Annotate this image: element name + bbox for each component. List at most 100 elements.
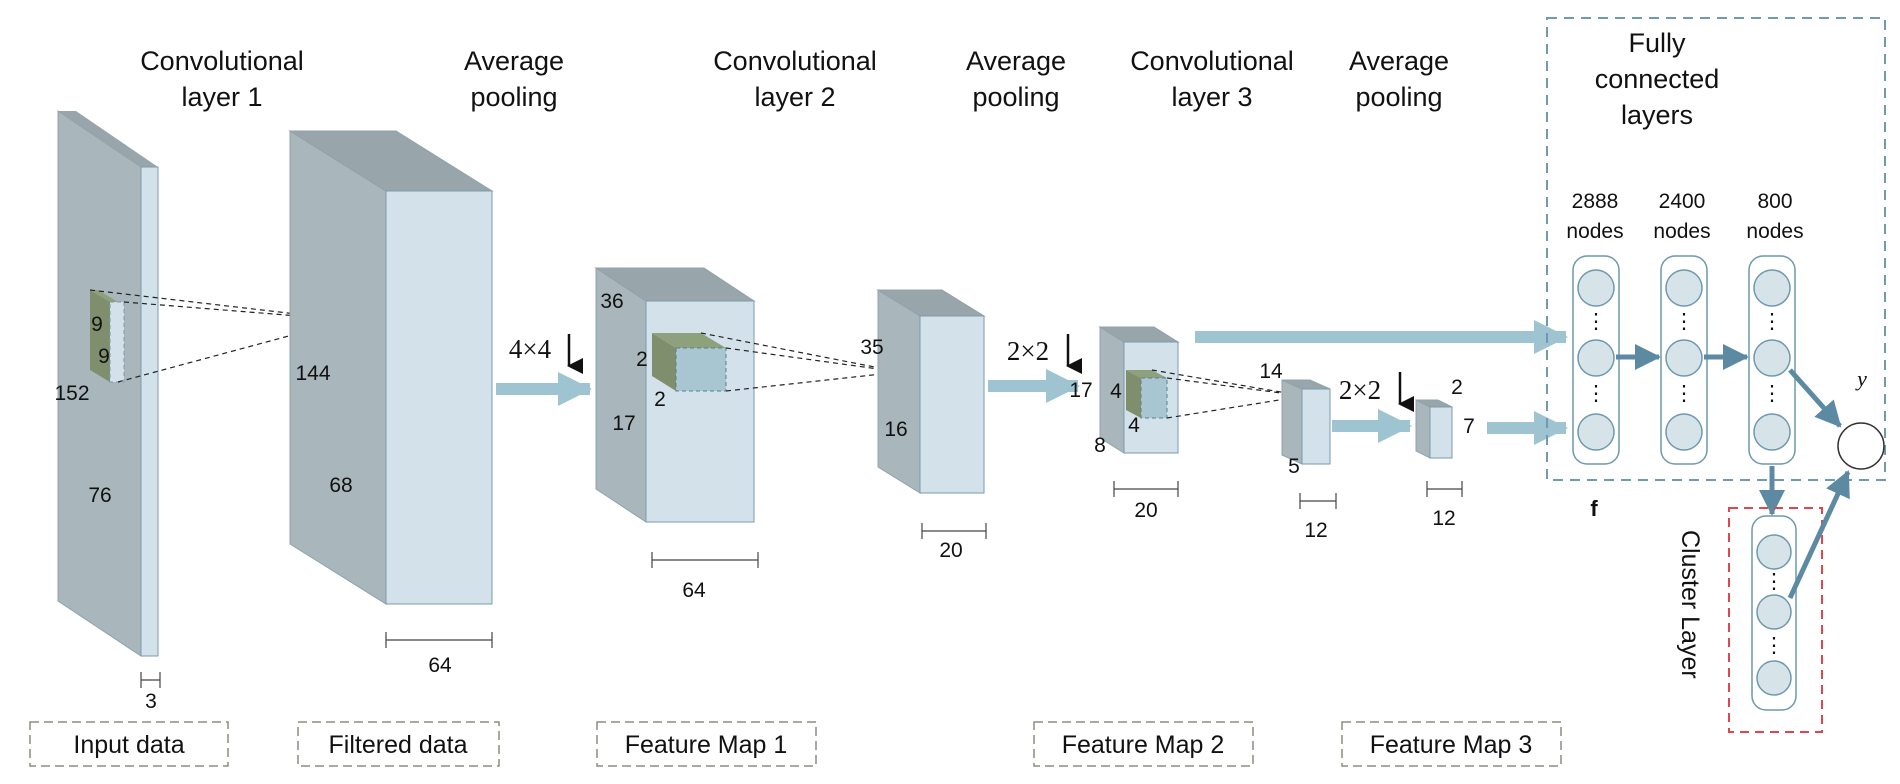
ellipsis: ⋮ <box>1762 310 1783 333</box>
fm3-depth-dim: 12 <box>1432 507 1455 530</box>
svg-text:connected: connected <box>1595 64 1720 94</box>
ellipsis: ⋮ <box>1764 570 1785 593</box>
fm1-kernel-dim-a: 2 <box>636 348 648 371</box>
svg-text:2400: 2400 <box>1659 190 1706 213</box>
pool2-op-label: 2×2 <box>1007 336 1049 366</box>
svg-text:Input data: Input data <box>73 731 184 759</box>
fm1-height-dim: 36 <box>600 290 623 313</box>
filtered-width-dim: 68 <box>329 474 352 497</box>
conv3-input-dim: 17 <box>1069 379 1092 402</box>
fm1-width-dim: 17 <box>612 412 635 435</box>
svg-text:nodes: nodes <box>1746 220 1803 243</box>
ellipsis: ⋮ <box>1762 382 1783 405</box>
svg-text:layers: layers <box>1621 100 1693 130</box>
pool1-op-label: 4×4 <box>509 334 552 364</box>
cluster-layer-label: Cluster Layer <box>1676 530 1704 679</box>
pool3-height-dim: 14 <box>1259 360 1283 383</box>
fm2-kernel-dim-a: 4 <box>1110 380 1122 403</box>
output-label: y <box>1855 366 1867 391</box>
svg-text:Average: Average <box>464 46 564 76</box>
heading-pool2: Average pooling <box>966 46 1066 112</box>
ellipsis: ⋮ <box>1674 382 1695 405</box>
label-input-data: Input data <box>29 721 229 767</box>
input-kernel-dim-b: 9 <box>98 345 110 368</box>
filtered-height-dim: 144 <box>295 362 330 385</box>
fm2-kernel-projection <box>1151 369 1305 419</box>
node <box>1665 269 1703 307</box>
input-kernel-dim-a: 9 <box>91 313 103 336</box>
fm2-kernel-dim-b: 4 <box>1128 414 1140 437</box>
svg-text:layer 2: layer 2 <box>754 82 835 112</box>
fm2-kernel <box>1126 370 1168 419</box>
fm1-kernel-dim-b: 2 <box>654 388 666 411</box>
svg-text:Feature Map 1: Feature Map 1 <box>625 731 788 759</box>
node <box>1665 339 1703 377</box>
fm3-width-dim: 7 <box>1463 415 1475 438</box>
svg-text:pooling: pooling <box>972 82 1059 112</box>
node <box>1756 534 1792 570</box>
pool1-height-dim: 35 <box>860 336 883 359</box>
input-kernel <box>90 290 125 383</box>
heading-conv1: Convolutional layer 1 <box>140 46 304 112</box>
heading-pool1: Average pooling <box>464 46 564 112</box>
pool1-depth-dim: 20 <box>939 539 962 562</box>
filtered-depth-scale <box>385 632 493 648</box>
pool1-output-block <box>876 289 986 494</box>
input-data-block <box>57 110 159 657</box>
node <box>1665 413 1703 451</box>
svg-text:Average: Average <box>966 46 1066 76</box>
fm2-width-dim: 8 <box>1094 434 1106 457</box>
fc-layer-1-label: 2888 nodes <box>1566 190 1623 243</box>
node <box>1756 660 1792 696</box>
input-depth-scale <box>140 672 161 688</box>
filtered-depth-dim: 64 <box>428 654 452 677</box>
fc-column-1: ⋮ ⋮ <box>1572 255 1620 465</box>
node <box>1577 269 1615 307</box>
svg-text:Fully: Fully <box>1628 28 1686 58</box>
ellipsis: ⋮ <box>1586 382 1607 405</box>
filtered-data-block <box>288 130 494 605</box>
label-feature-map-3: Feature Map 3 <box>1341 721 1562 767</box>
fc-region-box <box>1546 17 1886 481</box>
node <box>1753 413 1791 451</box>
heading-conv2: Convolutional layer 2 <box>713 46 877 112</box>
cluster-column: ⋮ ⋮ <box>1751 515 1797 711</box>
node <box>1577 413 1615 451</box>
heading-pool3: Average pooling <box>1349 46 1449 112</box>
heading-fc: Fully connected layers <box>1595 28 1720 130</box>
fm3-height-dim: 2 <box>1451 376 1463 399</box>
svg-text:Convolutional: Convolutional <box>1130 46 1294 76</box>
svg-text:layer 1: layer 1 <box>181 82 262 112</box>
svg-text:layer 3: layer 3 <box>1171 82 1252 112</box>
feature-map-3-block <box>1415 399 1453 459</box>
svg-text:Convolutional: Convolutional <box>713 46 877 76</box>
svg-text:800: 800 <box>1757 190 1792 213</box>
pool3-depth-dim: 12 <box>1304 519 1327 542</box>
input-depth-dim: 3 <box>145 690 157 713</box>
label-filtered-data: Filtered data <box>297 721 500 767</box>
node <box>1753 269 1791 307</box>
cluster-region-box <box>1728 507 1823 733</box>
fm3-depth-scale <box>1426 481 1463 497</box>
svg-text:pooling: pooling <box>470 82 557 112</box>
pool3-depth-scale <box>1299 493 1337 509</box>
svg-text:pooling: pooling <box>1355 82 1442 112</box>
pool3-output-block <box>1281 379 1331 465</box>
fm2-depth-dim: 20 <box>1134 499 1157 522</box>
svg-text:Average: Average <box>1349 46 1449 76</box>
fc-column-2: ⋮ ⋮ <box>1660 255 1708 465</box>
svg-text:Feature Map 3: Feature Map 3 <box>1370 731 1533 759</box>
label-feature-map-2: Feature Map 2 <box>1033 721 1254 767</box>
pool1-depth-scale <box>921 523 987 539</box>
svg-text:2888: 2888 <box>1572 190 1619 213</box>
input-width-dim: 76 <box>88 484 111 507</box>
label-feature-map-1: Feature Map 1 <box>596 721 817 767</box>
fm1-depth-scale <box>651 552 759 568</box>
node <box>1753 339 1791 377</box>
ellipsis: ⋮ <box>1586 310 1607 333</box>
fm1-depth-dim: 64 <box>682 579 706 602</box>
node <box>1756 594 1792 630</box>
fc-layer-2-label: 2400 nodes <box>1653 190 1710 243</box>
fc-layer-3-label: 800 nodes <box>1746 190 1803 243</box>
